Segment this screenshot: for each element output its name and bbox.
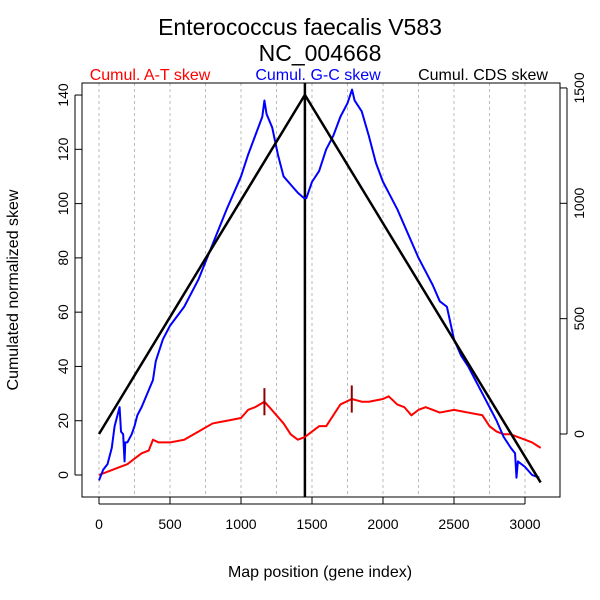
- y-tick-label: 100: [55, 192, 71, 216]
- x-tick-label: 3000: [509, 516, 540, 532]
- x-tick-label: 2500: [438, 516, 469, 532]
- y-tick-label: 140: [55, 83, 71, 107]
- chart-title: Enterococcus faecalis V583: [158, 14, 442, 40]
- y-tick-label: 0: [55, 471, 71, 479]
- axes: 0 500 1000 1500 2000 2500 3000 0 20 40 60 80 100 120 1…: [55, 72, 587, 532]
- x-tick-label: 500: [158, 516, 182, 532]
- y-axis-label: Cumulated normalized skew: [5, 189, 22, 390]
- y-tick-label: 120: [55, 137, 71, 161]
- grid: [98, 83, 526, 497]
- y-tick-label: 40: [55, 358, 71, 374]
- right-y-tick-label: 0: [571, 430, 587, 438]
- legend-at-skew: Cumul. A-T skew: [90, 67, 211, 84]
- x-tick-label: 1500: [296, 516, 327, 532]
- legend-cds-skew: Cumul. CDS skew: [418, 67, 548, 84]
- y-tick-label: 60: [55, 304, 71, 320]
- x-tick-label: 1000: [225, 516, 256, 532]
- chart-subtitle: NC_004668: [259, 40, 382, 66]
- plot-frame: [81, 82, 561, 498]
- right-y-tick-label: 1500: [571, 72, 587, 103]
- right-y-tick-label: 500: [571, 307, 587, 331]
- series-line-cumul-cds-skew: [97, 93, 542, 484]
- series-line-cumul-a-t-skew: [98, 395, 542, 476]
- right-y-tick-label: 1000: [571, 188, 587, 219]
- legend-gc-skew: Cumul. G-C skew: [255, 67, 381, 84]
- x-axis-label: Map position (gene index): [228, 564, 412, 581]
- x-tick-label: 0: [95, 516, 103, 532]
- series-line-cumul-g-c-skew: [98, 88, 540, 481]
- series-group: [97, 83, 542, 497]
- x-tick-label: 2000: [367, 516, 398, 532]
- y-tick-label: 80: [55, 250, 71, 266]
- y-tick-label: 20: [55, 413, 71, 429]
